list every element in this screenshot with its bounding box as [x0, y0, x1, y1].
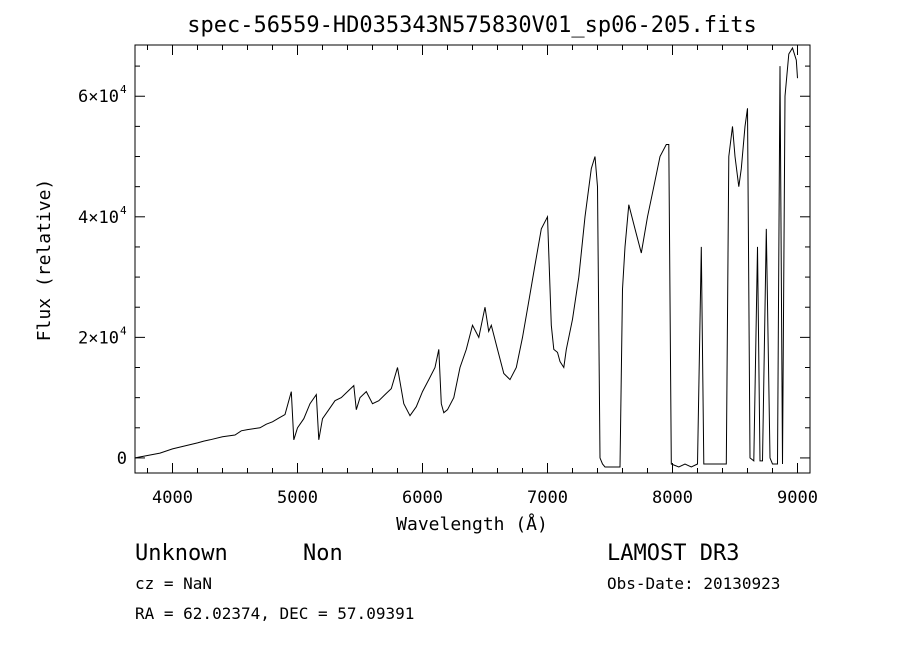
chart-title: spec-56559-HD035343N575830V01_sp06-205.f… — [187, 13, 757, 38]
y-tick-label: 6×10 — [78, 87, 119, 107]
object-subclass: Non — [303, 541, 343, 566]
object-class: Unknown — [135, 541, 228, 566]
x-tick-label: 7000 — [527, 488, 568, 508]
y-tick-exponent: 4 — [120, 83, 127, 96]
redshift-label: cz = NaN — [135, 574, 212, 593]
y-tick-exponent: 4 — [120, 204, 127, 217]
coords-label: RA = 62.02374, DEC = 57.09391 — [135, 604, 414, 623]
survey-label: LAMOST DR3 — [607, 541, 739, 566]
x-tick-label: 9000 — [777, 488, 818, 508]
x-axis-label: Wavelength (Å) — [396, 513, 548, 535]
y-tick-label: 0 — [117, 449, 127, 469]
x-tick-label: 6000 — [402, 488, 443, 508]
x-tick-label: 4000 — [152, 488, 193, 508]
x-axis: 4000 5000 6000 7000 8000 9000 — [147, 45, 818, 508]
obs-date-label: Obs-Date: 20130923 — [607, 574, 780, 593]
y-tick-exponent: 4 — [120, 324, 127, 337]
y-axis: 02×10 44×10 46×10 4 — [78, 65, 810, 469]
y-tick-label: 2×10 — [78, 328, 119, 348]
y-axis-label: Flux (relative) — [34, 179, 55, 342]
x-tick-label: 8000 — [652, 488, 693, 508]
spectrum-line — [134, 46, 798, 468]
y-tick-label: 4×10 — [78, 208, 119, 228]
x-tick-label: 5000 — [277, 488, 318, 508]
plot-frame — [134, 44, 811, 474]
